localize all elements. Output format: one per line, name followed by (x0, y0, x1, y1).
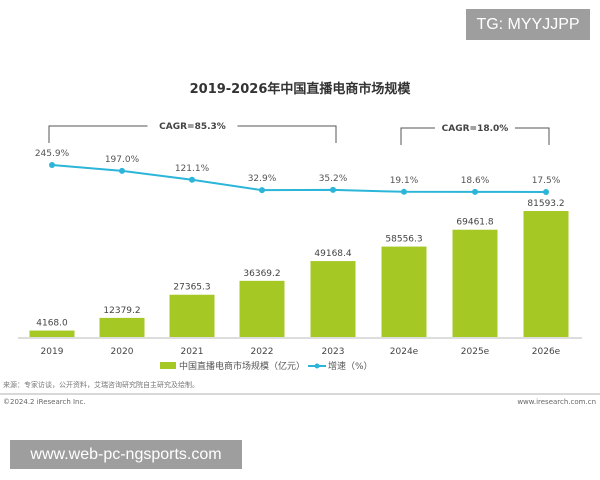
watermark-top: TG: MYYJJPP (466, 9, 590, 40)
x-tick-label: 2026e (532, 347, 561, 357)
x-tick-label: 2024e (390, 347, 419, 357)
growth-point (259, 187, 265, 194)
growth-value-label: 19.1% (390, 176, 419, 186)
growth-point (472, 188, 478, 195)
legend-swatch-bar (160, 362, 176, 369)
copyright: ©2024.2 iResearch Inc. (3, 398, 86, 406)
legend-marker (314, 363, 320, 369)
growth-value-label: 245.9% (35, 149, 70, 159)
growth-point (119, 167, 125, 174)
cagr-label: CAGR=85.3% (159, 122, 226, 132)
x-tick-label: 2021 (181, 347, 204, 357)
cagr-bracket (48, 125, 337, 143)
bar (523, 211, 569, 337)
x-tick-label: 2022 (251, 347, 274, 357)
growth-value-label: 32.9% (248, 174, 277, 184)
x-tick-label: 2020 (111, 347, 134, 357)
chart-title: 2019-2026年中国直播电商市场规模 (190, 81, 412, 97)
bar-value-label: 12379.2 (103, 306, 140, 316)
growth-value-label: 197.0% (105, 155, 140, 165)
growth-line (51, 164, 547, 193)
growth-value-label: 18.6% (461, 176, 490, 186)
cagr-label: CAGR=18.0% (442, 124, 509, 134)
growth-value-label: 35.2% (319, 174, 348, 184)
bar (169, 294, 215, 337)
x-tick-label: 2025e (461, 347, 490, 357)
legend: 中国直播电商市场规模（亿元） 增速（%） (160, 360, 373, 372)
website: www.iresearch.com.cn (517, 398, 596, 406)
growth-point (49, 162, 55, 169)
growth-point (401, 188, 407, 195)
bar-value-label: 69461.8 (456, 218, 493, 228)
bar (452, 229, 498, 337)
bar (239, 280, 285, 337)
bar-value-label: 49168.4 (314, 249, 351, 259)
source-note: 来源：专家访谈，公开资料，艾瑞咨询研究院自主研究及绘制。 (3, 380, 199, 389)
bar-value-label: 81593.2 (527, 199, 564, 209)
growth-point (189, 176, 195, 183)
growth-point (543, 189, 549, 195)
bar-value-label: 27365.3 (173, 283, 210, 293)
legend-label-bar: 中国直播电商市场规模（亿元） (179, 360, 305, 372)
watermark-bottom: www.web-pc-ngsports.com (10, 440, 242, 469)
bar (310, 261, 356, 337)
bar (99, 317, 145, 337)
legend-label-line: 增速（%） (328, 360, 373, 372)
cagr-bracket (400, 127, 550, 145)
bar-value-label: 4168.0 (36, 319, 68, 329)
growth-value-label: 121.1% (175, 164, 210, 174)
bar (381, 246, 427, 337)
bar (29, 330, 75, 337)
x-tick-label: 2023 (322, 347, 345, 357)
bar-value-label: 58556.3 (385, 235, 422, 245)
growth-value-label: 17.5% (532, 176, 561, 186)
bar-value-label: 36369.2 (243, 269, 280, 279)
growth-point (330, 186, 336, 193)
x-tick-label: 2019 (41, 347, 64, 357)
